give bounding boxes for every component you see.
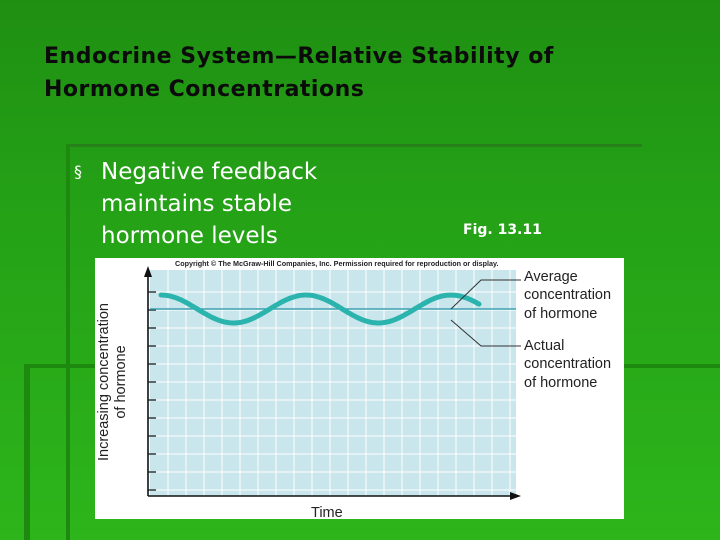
plot-grid bbox=[150, 270, 516, 496]
x-axis-label: Time bbox=[311, 505, 343, 519]
actual-label-line-2: concentration bbox=[524, 356, 611, 372]
actual-concentration-curve bbox=[158, 292, 482, 326]
slide-title: Endocrine System—Relative Stability of H… bbox=[44, 40, 684, 106]
y-axis-label: Increasing concentration of hormone bbox=[96, 303, 129, 461]
slide-title-line-1: Endocrine System—Relative Stability of bbox=[44, 44, 554, 69]
actual-label-line-1: Actual bbox=[524, 338, 564, 354]
y-axis-arrow-icon bbox=[144, 266, 152, 277]
average-label-line-1: Average bbox=[524, 269, 578, 285]
bullet-line-3: hormone levels bbox=[101, 223, 278, 249]
actual-leader-line bbox=[450, 319, 521, 347]
title-divider bbox=[70, 144, 642, 147]
y-axis-ticks bbox=[148, 291, 156, 491]
bullet-text: Negative feedback maintains stable hormo… bbox=[101, 156, 317, 252]
decorative-band-inner bbox=[66, 144, 70, 540]
average-label-line-2: concentration bbox=[524, 287, 611, 303]
figure-caption: Fig. 13.11 bbox=[463, 222, 542, 238]
bullet-icon: § bbox=[74, 162, 82, 181]
hormone-diagram-svg: Copyright © The McGraw-Hill Companies, I… bbox=[96, 259, 611, 519]
average-label-line-3: of hormone bbox=[524, 306, 597, 322]
plot-background bbox=[150, 270, 516, 496]
bullet-line-1: Negative feedback bbox=[101, 159, 318, 185]
bullet-line-2: maintains stable bbox=[101, 191, 293, 217]
decorative-band-left bbox=[24, 364, 30, 540]
average-leader-line bbox=[450, 279, 521, 310]
x-axis-arrow-icon bbox=[510, 492, 521, 500]
hormone-diagram: Copyright © The McGraw-Hill Companies, I… bbox=[95, 258, 624, 519]
y-axis-label-line-1: Increasing concentration bbox=[96, 303, 112, 461]
slide-title-line-2: Hormone Concentrations bbox=[44, 77, 365, 102]
y-axis-label-line-2: of hormone bbox=[113, 345, 129, 418]
actual-label-line-3: of hormone bbox=[524, 375, 597, 391]
copyright-notice: Copyright © The McGraw-Hill Companies, I… bbox=[175, 259, 498, 268]
